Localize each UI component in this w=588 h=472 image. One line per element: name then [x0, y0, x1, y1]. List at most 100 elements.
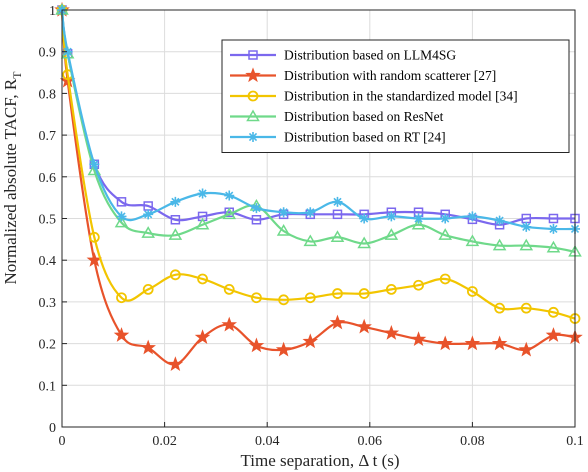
legend-label: Distribution based on RT [24]	[284, 130, 446, 145]
data-point	[332, 209, 343, 220]
data-point	[116, 211, 127, 222]
data-point	[116, 292, 127, 304]
x-tick-label: 0.04	[255, 434, 280, 449]
x-tick-label: 0.02	[152, 434, 177, 449]
legend-label: Distribution based on LLM4SG	[284, 48, 456, 63]
data-point	[358, 288, 370, 299]
y-tick-label: 0	[49, 421, 56, 436]
legend-label: Distribution in the standardized model […	[284, 89, 518, 104]
data-point	[305, 207, 316, 218]
data-point	[386, 211, 397, 222]
data-point	[411, 217, 426, 230]
legend-item: Distribution based on RT [24]	[230, 130, 446, 145]
legend-box	[221, 39, 570, 153]
data-point	[194, 329, 211, 344]
data-point	[413, 213, 424, 224]
data-point	[248, 337, 265, 353]
data-point	[329, 314, 346, 330]
legend-label: Distribution with random scatterer [27]	[284, 68, 496, 83]
data-point	[464, 335, 481, 351]
data-point	[276, 224, 291, 236]
data-point	[251, 292, 262, 304]
data-point	[492, 238, 507, 251]
data-point	[465, 234, 480, 247]
data-point	[494, 302, 505, 314]
data-point	[142, 283, 154, 295]
data-point	[170, 196, 181, 207]
data-point	[438, 228, 453, 240]
data-point	[548, 223, 559, 234]
y-tick-label: 0.1	[39, 379, 57, 394]
data-point	[195, 217, 210, 230]
legend-item: Distribution based on LLM4SG	[230, 48, 456, 63]
data-point	[304, 292, 316, 304]
data-point	[62, 46, 73, 57]
y-tick-label: 0.9	[39, 46, 57, 61]
data-point	[223, 283, 235, 295]
data-point	[251, 215, 262, 225]
data-point	[302, 333, 319, 349]
y-tick-label: 0.7	[39, 129, 57, 144]
y-tick-label: 0.8	[39, 87, 57, 102]
data-point	[169, 269, 181, 281]
legend-label: Distribution based on ResNet	[284, 109, 444, 124]
x-tick-label: 0.06	[358, 434, 383, 449]
series-line	[60, 9, 576, 366]
legend-marker	[245, 67, 261, 83]
series-line	[60, 9, 576, 320]
data-point	[167, 356, 184, 372]
data-point	[520, 302, 532, 314]
data-point	[141, 226, 155, 238]
y-axis-label: Normalized absolute TACF, RT	[1, 71, 24, 285]
data-point	[114, 215, 129, 228]
data-point	[168, 228, 183, 240]
data-point	[251, 203, 262, 214]
data-point	[140, 339, 156, 355]
y-tick-label: 1	[49, 4, 56, 19]
data-point	[113, 327, 130, 342]
legend-item: Distribution in the standardized model […	[230, 89, 518, 104]
data-point	[303, 234, 318, 247]
legend-marker	[246, 109, 260, 122]
data-point	[275, 341, 292, 357]
data-point	[521, 221, 532, 232]
data-point	[518, 341, 535, 357]
x-tick-label: 0.1	[566, 434, 584, 449]
x-tick-label: 0	[59, 434, 66, 449]
series-layer	[54, 1, 583, 372]
data-point	[359, 213, 370, 224]
y-tick-label: 0.5	[39, 213, 57, 228]
y-axis-label-subscript: T	[10, 71, 24, 79]
legend-item: Distribution with random scatterer [27]	[230, 67, 496, 83]
legend-marker	[248, 50, 258, 60]
data-point	[548, 213, 559, 224]
legend-item: Distribution based on ResNet	[230, 109, 444, 124]
data-point	[385, 283, 397, 295]
data-point	[170, 215, 181, 225]
data-point	[222, 207, 237, 220]
y-tick-label: 0.4	[39, 254, 57, 269]
data-point	[356, 318, 372, 334]
data-point	[413, 279, 424, 291]
tick-labels: 0 0.02 0.04 0.06 0.08 0.1 0 0.1 0.2 0.3 0.4 0.5 0.6 0…	[39, 4, 584, 449]
x-axis-label: Time separation, Δ t (s)	[240, 451, 399, 470]
y-axis-label-main: Normalized absolute TACF, R	[1, 78, 20, 284]
y-tick-label: 0.6	[39, 171, 57, 186]
x-tick-label: 0.08	[460, 434, 485, 449]
data-point	[330, 230, 345, 243]
data-point	[89, 159, 100, 170]
data-point	[88, 231, 100, 243]
data-point	[143, 209, 154, 220]
data-point	[332, 196, 343, 207]
series-4	[55, 3, 582, 257]
data-point	[221, 316, 238, 332]
legend: Distribution based on LLM4SG Distribution…	[221, 39, 570, 153]
series-3	[56, 4, 581, 324]
data-point	[494, 215, 505, 226]
data-point	[548, 306, 559, 318]
data-point	[197, 273, 208, 285]
data-point	[546, 240, 561, 253]
y-tick-label: 0.3	[39, 296, 57, 311]
data-point	[224, 190, 235, 201]
